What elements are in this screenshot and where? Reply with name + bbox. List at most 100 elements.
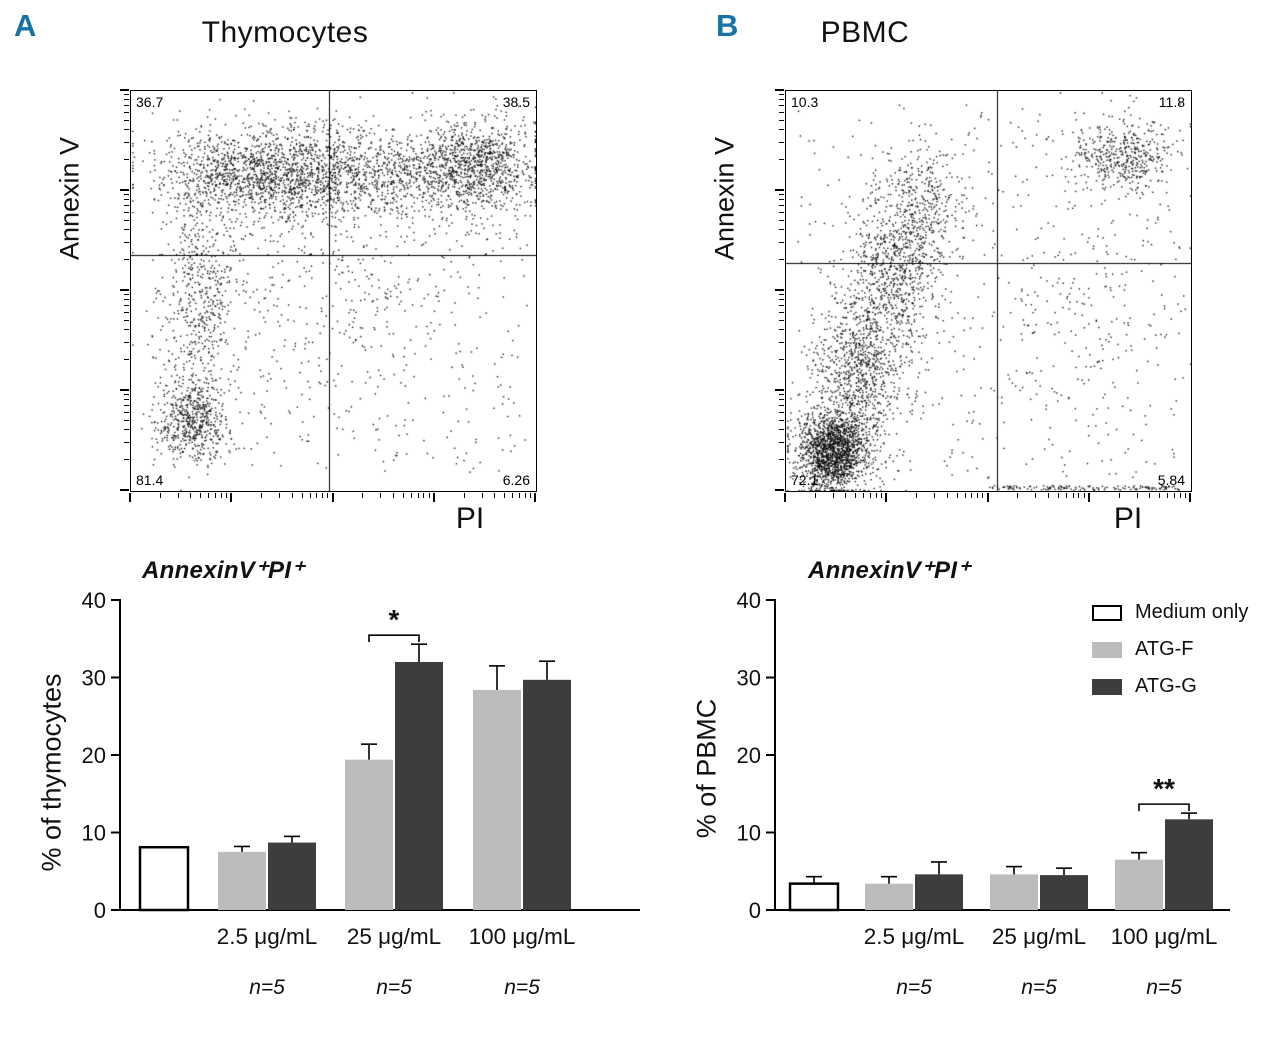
axis-tick	[779, 241, 784, 243]
axis-tick	[881, 493, 883, 498]
axis-tick	[124, 99, 129, 101]
significance-label: *	[389, 604, 400, 635]
axis-tick	[362, 493, 364, 498]
bar	[1165, 819, 1213, 910]
axis-tick	[779, 229, 784, 231]
axis-tick	[1189, 493, 1191, 502]
axis-tick	[124, 459, 129, 461]
axis-tick	[534, 493, 536, 502]
bar	[990, 874, 1038, 910]
axis-tick	[392, 493, 394, 498]
axis-tick	[779, 199, 784, 201]
n-label: n=5	[1146, 976, 1182, 999]
axis-tick	[322, 493, 324, 498]
axis-tick	[779, 359, 784, 361]
bar	[473, 689, 521, 910]
axis-tick	[779, 219, 784, 221]
axis-tick	[1057, 493, 1059, 498]
axis-tick	[814, 493, 816, 498]
x-axis-ticks-thymocytes	[129, 493, 536, 503]
axis-tick	[124, 341, 129, 343]
axis-tick	[124, 319, 129, 321]
bar-chart-pbmc: 0 10 20 30 40 2.5 μg/mL n=5 25 μg/mL n=5 100 μg/m…	[737, 588, 1230, 999]
scatter-canvas-pbmc	[786, 91, 1191, 491]
axis-tick	[124, 359, 129, 361]
flow-x-axis-label-pbmc: PI	[1113, 502, 1143, 535]
axis-tick	[779, 104, 784, 106]
axis-tick	[504, 493, 506, 498]
axis-tick	[845, 493, 847, 498]
axis-tick	[779, 299, 784, 301]
y-tick-label: 10	[82, 821, 106, 846]
axis-tick	[301, 493, 303, 498]
panel-a-title: Thymocytes	[201, 16, 369, 49]
axis-tick	[230, 493, 233, 502]
legend-swatch-atg-g	[1092, 678, 1122, 695]
axis-tick	[855, 493, 857, 498]
axis-tick	[124, 211, 129, 213]
axis-tick	[316, 493, 318, 498]
axis-tick	[779, 394, 784, 396]
panel-b-label: B	[716, 8, 739, 43]
axis-tick	[120, 189, 129, 191]
axis-tick	[124, 204, 129, 206]
axis-tick	[779, 429, 784, 431]
axis-tick	[1136, 493, 1138, 498]
quadrant-lower-left-value: 81.4	[136, 472, 164, 488]
axis-tick	[964, 493, 966, 498]
x-axis-ticks-pbmc	[784, 493, 1191, 503]
axis-tick	[124, 259, 129, 261]
axis-tick	[956, 493, 958, 498]
n-label: n=5	[376, 976, 412, 999]
axis-tick	[1184, 493, 1186, 498]
y-axis-ticks-pbmc	[774, 89, 784, 491]
axis-tick	[529, 493, 531, 498]
axis-tick	[775, 389, 784, 391]
legend-label-atg-f: ATG-F	[1135, 638, 1194, 660]
axis-tick	[177, 493, 179, 498]
bar	[915, 874, 963, 910]
axis-tick	[832, 493, 834, 498]
axis-tick	[279, 493, 281, 498]
axis-tick	[410, 493, 412, 498]
bar	[1115, 859, 1163, 910]
quadrant-upper-right-value: 11.8	[1158, 94, 1185, 110]
axis-tick	[779, 294, 784, 296]
axis-tick	[120, 89, 129, 91]
axis-tick	[124, 94, 129, 96]
legend-item-atg-g: ATG-G	[1092, 675, 1248, 698]
y-tick-label: 30	[82, 666, 106, 691]
axis-tick	[124, 241, 129, 243]
axis-tick	[124, 141, 129, 143]
axis-tick	[779, 141, 784, 143]
axis-tick	[432, 493, 435, 502]
axis-tick	[261, 493, 263, 498]
axis-tick	[124, 194, 129, 196]
axis-tick	[775, 289, 784, 291]
axis-tick	[946, 493, 948, 498]
y-tick-label: 10	[737, 821, 761, 846]
y-tick-label: 20	[82, 743, 106, 768]
axis-tick	[779, 399, 784, 401]
category-label: 25 μg/mL	[347, 924, 441, 949]
axis-tick	[481, 493, 483, 498]
axis-tick	[124, 441, 129, 443]
axis-tick	[934, 493, 936, 498]
axis-tick	[124, 229, 129, 231]
axis-tick	[986, 493, 989, 502]
axis-tick	[977, 493, 979, 498]
n-label: n=5	[1021, 976, 1057, 999]
axis-tick	[779, 94, 784, 96]
axis-tick	[120, 289, 129, 291]
axis-tick	[779, 411, 784, 413]
axis-tick	[494, 493, 496, 498]
legend-item-medium-only: Medium only	[1092, 601, 1248, 624]
axis-tick	[775, 89, 784, 91]
quadrant-lower-right-value: 5.84	[1157, 472, 1185, 488]
axis-tick	[524, 493, 526, 498]
bar-chart-title-thymocytes: AnnexinV⁺PI⁺	[142, 557, 305, 584]
bar	[1040, 875, 1088, 910]
axis-tick	[779, 441, 784, 443]
axis-tick	[863, 493, 865, 498]
bar-y-axis-label-thymocytes: % of thymocytes	[36, 673, 67, 872]
